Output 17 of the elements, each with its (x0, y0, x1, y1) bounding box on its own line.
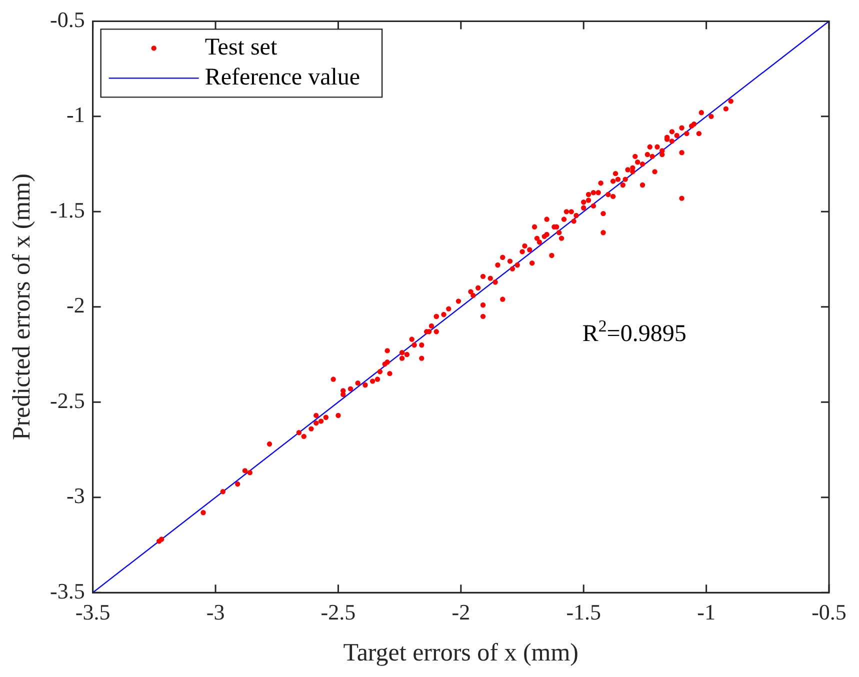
y-tick-label: -1.5 (50, 197, 85, 222)
y-tick-label: -3 (66, 483, 85, 508)
y-tick-label: -1 (66, 102, 85, 128)
x-tick-label: -1 (697, 600, 716, 625)
y-tick-label: -3.5 (50, 578, 85, 604)
y-tick-label: -2 (66, 292, 85, 318)
x-tick-label: -0.5 (812, 600, 846, 625)
x-axis-title: Target errors of x (mm) (343, 640, 579, 667)
y-tick-label: -0.5 (50, 6, 85, 32)
legend-label: Test set (204, 34, 278, 60)
x-tick-label: -3 (206, 600, 225, 625)
y-tick-label: -2.5 (50, 388, 85, 413)
legend-label: Reference value (204, 64, 360, 90)
x-tick-label: -2.5 (320, 600, 356, 625)
x-tick-label: -1.5 (566, 600, 602, 625)
x-tick-label: -2 (452, 600, 470, 625)
y-axis-title: Predicted errors of x (mm) (8, 174, 36, 440)
